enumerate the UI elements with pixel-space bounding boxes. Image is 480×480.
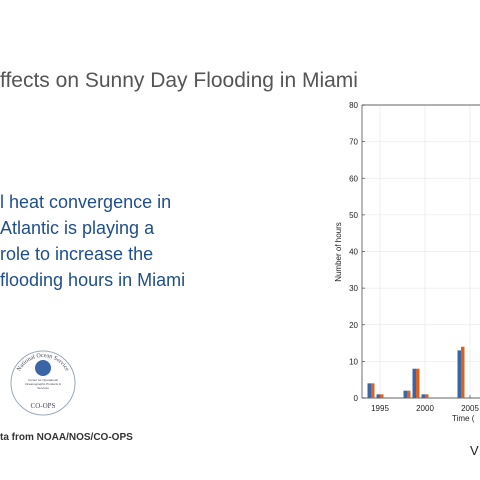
y-tick-label: 70 bbox=[349, 138, 358, 147]
bar bbox=[403, 390, 407, 398]
bar bbox=[425, 394, 429, 398]
y-tick-label: 80 bbox=[349, 101, 358, 110]
y-axis-label: Number of hours bbox=[334, 222, 343, 282]
y-tick-label: 40 bbox=[349, 248, 358, 257]
y-tick-label: 20 bbox=[349, 321, 358, 330]
y-tick-label: 60 bbox=[349, 174, 358, 183]
logo-emblem bbox=[35, 360, 51, 376]
bar bbox=[457, 350, 461, 398]
body-text: l heat convergence in Atlantic is playin… bbox=[0, 192, 185, 290]
bar bbox=[421, 394, 425, 398]
bar bbox=[371, 383, 375, 398]
bar bbox=[376, 394, 380, 398]
y-tick-label: 0 bbox=[354, 394, 359, 403]
x-tick-label: 2000 bbox=[416, 404, 434, 413]
bar bbox=[412, 368, 416, 398]
slide-title: ffects on Sunny Day Flooding in Miami bbox=[0, 69, 358, 92]
body-line: flooding hours in Miami bbox=[0, 270, 185, 290]
y-tick-label: 50 bbox=[349, 211, 358, 220]
x-tick-label: 2005 bbox=[461, 404, 479, 413]
corner-text: V bbox=[470, 443, 479, 458]
bar bbox=[367, 383, 371, 398]
body-line: role to increase the bbox=[0, 244, 153, 264]
footer: ta from NOAA/NOS/CO-OPS bbox=[0, 432, 133, 443]
y-tick-label: 30 bbox=[349, 284, 358, 293]
body-line: Atlantic is playing a bbox=[0, 218, 155, 238]
logo-center-text: Center for Operational Oceanographic Pro… bbox=[25, 378, 61, 390]
y-tick-label: 10 bbox=[349, 357, 358, 366]
x-tick-label: 1995 bbox=[371, 404, 389, 413]
logo: National Ocean Service Center for Operat… bbox=[10, 350, 76, 416]
bar bbox=[416, 368, 420, 398]
logo-center: Center for Operational Oceanographic Pro… bbox=[25, 378, 61, 390]
logo-ring bbox=[10, 350, 76, 416]
body-line: l heat convergence in bbox=[0, 192, 171, 212]
logo-bottom-text: CO-OPS bbox=[31, 402, 56, 410]
bar bbox=[407, 390, 411, 398]
bar bbox=[461, 346, 465, 398]
bar bbox=[380, 394, 384, 398]
x-axis-label: Time ( bbox=[452, 414, 475, 423]
